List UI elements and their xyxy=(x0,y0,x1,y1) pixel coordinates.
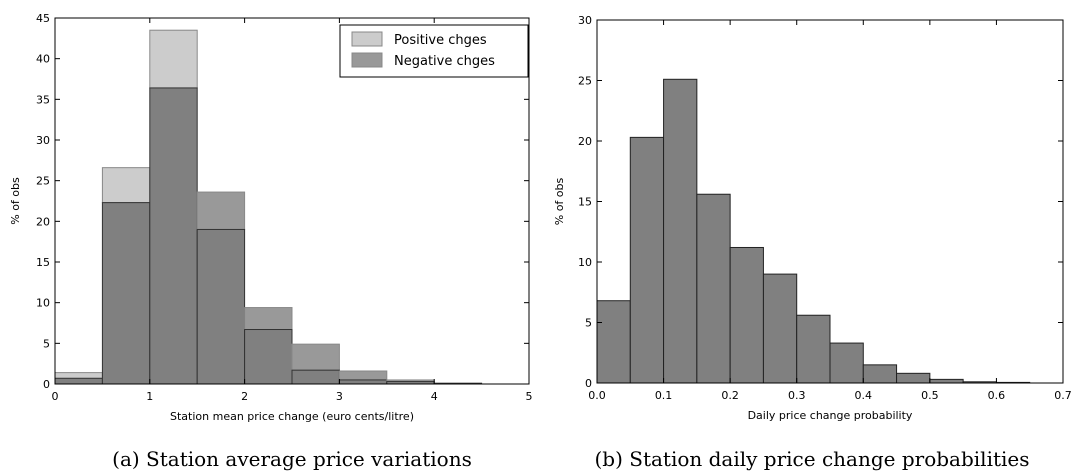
bar-negative-5 xyxy=(291,343,340,371)
y-tick-label-0: 0 xyxy=(585,377,592,390)
x-tick-label-0: 0 xyxy=(52,390,59,403)
bar-1 xyxy=(629,136,665,384)
y-tick-label-4: 20 xyxy=(36,215,50,228)
x-tick-label-1: 1 xyxy=(146,390,153,403)
x-tick-label-2: 2 xyxy=(241,390,248,403)
bar-overlap-3 xyxy=(196,228,246,385)
y-tick-label-6: 30 xyxy=(36,134,50,147)
bar-4 xyxy=(729,246,764,384)
bar-positive-1 xyxy=(101,167,151,204)
legend-label-0: Positive chges xyxy=(394,33,487,48)
bar-overlap-4 xyxy=(244,329,293,385)
bar-positive-0 xyxy=(54,372,103,379)
x-tick-label-3: 0.3 xyxy=(788,389,806,402)
legend-swatch-1 xyxy=(351,52,383,68)
y-tick-label-1: 5 xyxy=(585,317,592,330)
y-axis-label: % of obs xyxy=(9,177,22,225)
bar-overlap-6 xyxy=(338,379,388,385)
bar-7 xyxy=(829,342,864,384)
y-tick-label-9: 45 xyxy=(36,12,50,25)
y-tick-label-2: 10 xyxy=(36,297,50,310)
y-tick-label-7: 35 xyxy=(36,93,50,106)
x-tick-label-4: 4 xyxy=(431,390,438,403)
x-axis-label: Station mean price change (euro cents/li… xyxy=(170,410,414,423)
y-tick-label-5: 25 xyxy=(578,75,592,88)
x-tick-label-3: 3 xyxy=(336,390,343,403)
bar-overlap-2 xyxy=(149,87,198,385)
bar-2 xyxy=(663,78,698,384)
y-tick-label-3: 15 xyxy=(578,196,592,209)
bar-negative-3 xyxy=(196,191,246,230)
y-tick-label-8: 40 xyxy=(36,53,50,66)
x-tick-label-1: 0.1 xyxy=(655,389,673,402)
bar-8 xyxy=(862,364,898,384)
bar-negative-4 xyxy=(244,307,293,331)
legend: Positive chges Negative chges xyxy=(339,24,529,78)
y-tick-label-0: 0 xyxy=(43,378,50,391)
bar-positive-2 xyxy=(149,29,198,89)
bar-6 xyxy=(796,314,831,384)
x-tick-label-0: 0.0 xyxy=(588,389,606,402)
axes-frame xyxy=(54,17,530,385)
y-tick-label-3: 15 xyxy=(36,256,50,269)
y-tick-label-6: 30 xyxy=(578,14,592,27)
bar-overlap-1 xyxy=(101,202,151,385)
y-tick-label-4: 20 xyxy=(578,135,592,148)
bar-10 xyxy=(929,378,964,384)
bar-overlap-0 xyxy=(54,377,103,385)
x-tick-label-7: 0.7 xyxy=(1054,389,1072,402)
y-tick-label-2: 10 xyxy=(578,256,592,269)
x-tick-label-5: 5 xyxy=(526,390,533,403)
y-axis-label: % of obs xyxy=(553,177,566,225)
bar-negative-6 xyxy=(338,370,388,381)
caption-a: (a) Station average price variations xyxy=(112,447,472,471)
bar-9 xyxy=(896,372,931,384)
bar-0 xyxy=(596,300,631,384)
legend-swatch-0 xyxy=(351,31,383,47)
x-tick-label-5: 0.5 xyxy=(921,389,939,402)
y-tick-label-5: 25 xyxy=(36,175,50,188)
y-tick-label-1: 5 xyxy=(43,337,50,350)
x-tick-label-2: 0.2 xyxy=(721,389,739,402)
x-tick-label-4: 0.4 xyxy=(855,389,873,402)
legend-label-1: Negative chges xyxy=(394,54,495,69)
caption-b: (b) Station daily price change probabili… xyxy=(594,447,1029,471)
x-axis-label: Daily price change probability xyxy=(748,409,913,422)
bar-overlap-5 xyxy=(291,369,340,385)
x-tick-label-6: 0.6 xyxy=(988,389,1006,402)
bar-3 xyxy=(696,193,731,384)
chart-panel-b: 0.0 0.1 0.2 0.3 0.4 0.5 0.6 0.7 0 5 10 15 20 25 30 Dail… xyxy=(553,14,1072,422)
bar-5 xyxy=(762,273,798,384)
